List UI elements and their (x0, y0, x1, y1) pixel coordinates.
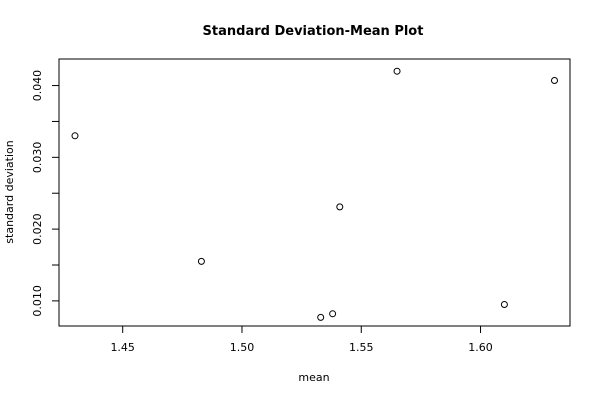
x-tick-label: 1.50 (230, 341, 255, 354)
data-point (329, 310, 337, 318)
plot-frame (58, 58, 571, 327)
x-tick-label: 1.60 (468, 341, 493, 354)
data-point (393, 67, 401, 75)
data-point (336, 203, 344, 211)
x-tick-label: 1.45 (110, 341, 135, 354)
data-points (71, 67, 558, 321)
data-point (550, 77, 558, 85)
y-tick-label: 0.010 (31, 285, 44, 317)
data-point (317, 313, 325, 321)
y-tick-label: 0.040 (31, 70, 44, 102)
data-point (500, 300, 508, 308)
chart-title: Standard Deviation-Mean Plot (203, 24, 424, 39)
x-axis: 1.45 1.50 1.55 1.60 (110, 325, 493, 354)
x-axis-label: mean (298, 371, 329, 384)
y-axis: 0.010 0.020 0.030 0.040 (31, 70, 60, 317)
y-tick-label: 0.030 (31, 142, 44, 174)
data-point (71, 132, 79, 140)
data-point (197, 257, 205, 265)
y-tick-label: 0.020 (31, 213, 44, 245)
y-axis-label: standard deviation (3, 140, 16, 243)
x-tick-label: 1.55 (349, 341, 374, 354)
